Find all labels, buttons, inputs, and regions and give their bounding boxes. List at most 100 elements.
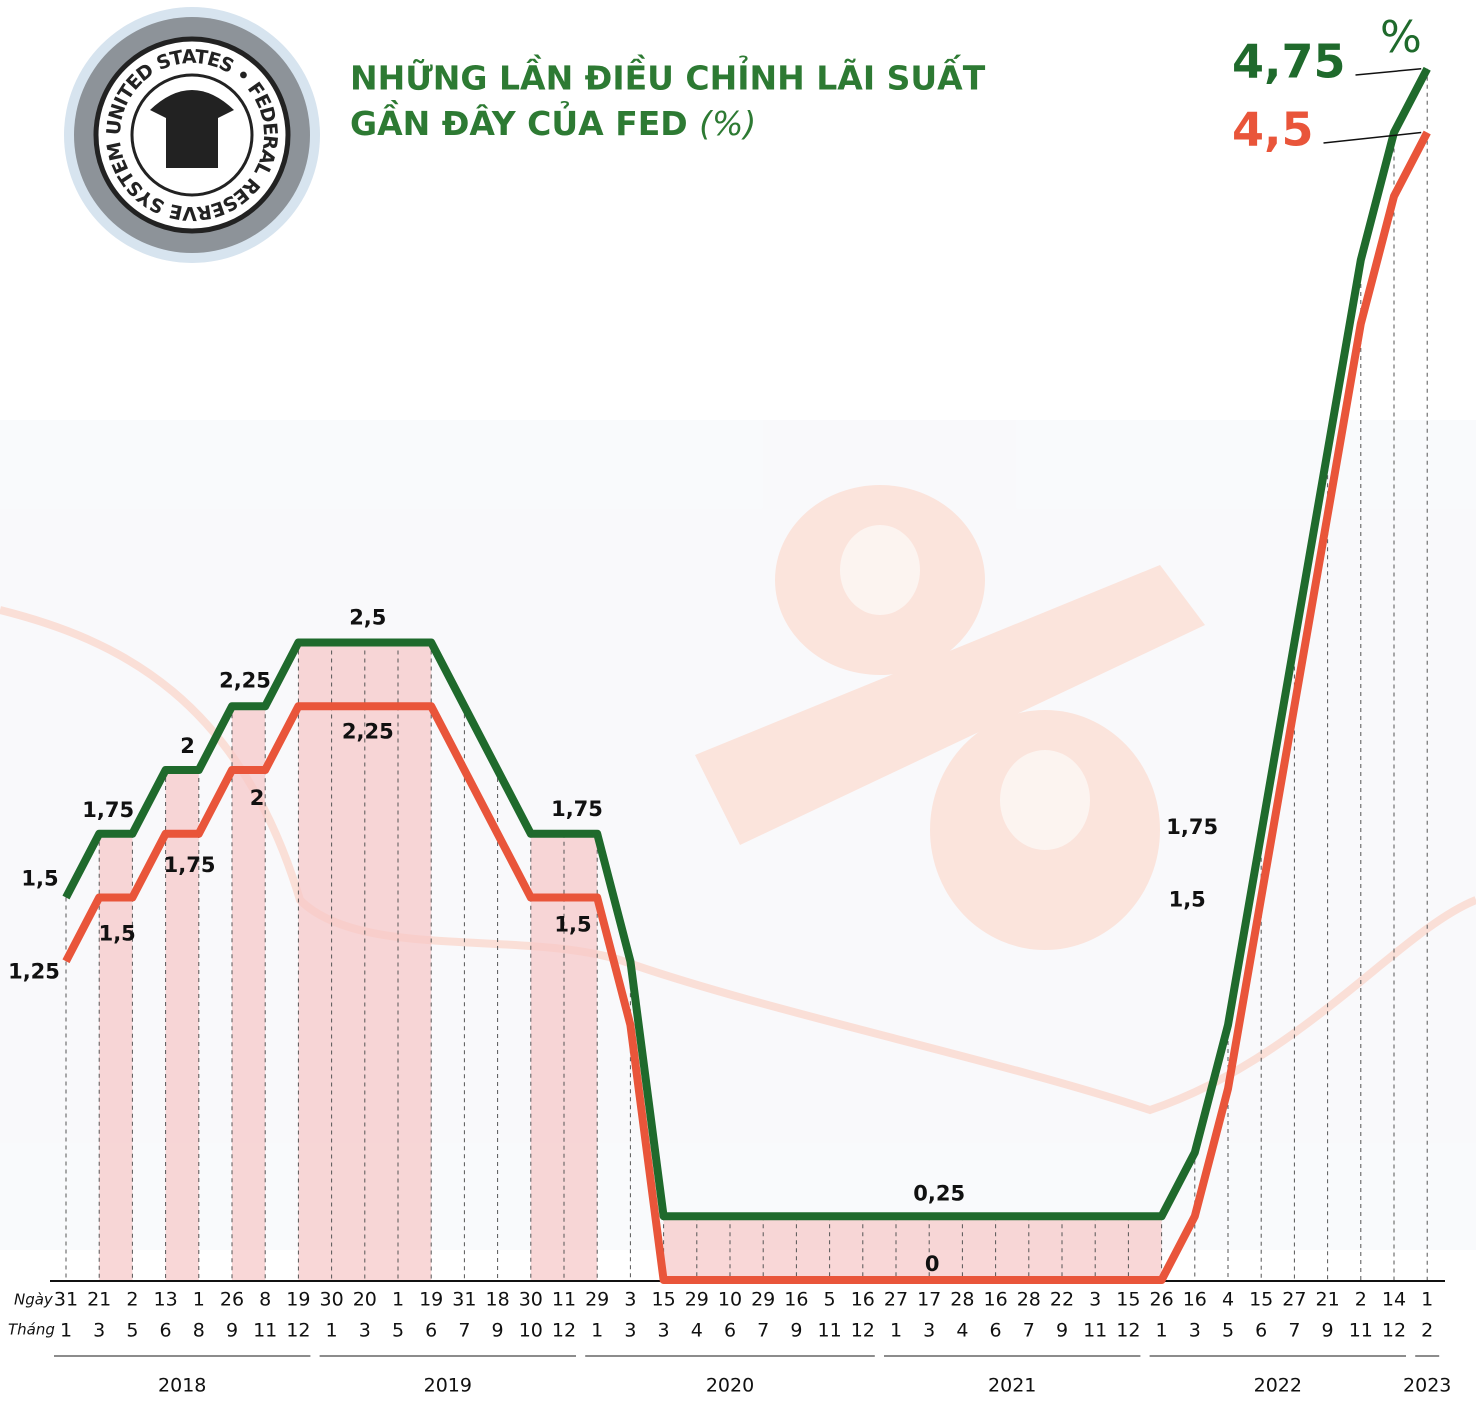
fed-logo: UNITED STATES • FEDERAL RESERVE SYSTEM •	[0, 0, 320, 263]
day-label: 31	[54, 1289, 78, 1311]
month-label: 9	[226, 1320, 238, 1342]
month-label: 6	[425, 1320, 437, 1342]
day-label: 30	[320, 1289, 344, 1311]
day-label: 16	[784, 1289, 808, 1311]
rate-line	[62, 66, 1431, 1221]
month-label: 11	[818, 1320, 842, 1342]
value-label: 1,5	[99, 922, 136, 946]
day-label: 19	[419, 1289, 443, 1311]
day-label: 31	[452, 1289, 476, 1311]
title-line2-text: GẦN ĐÂY CỦA FED	[350, 99, 688, 143]
value-label: 2	[250, 786, 265, 810]
day-label: 4	[1222, 1289, 1234, 1311]
day-label: 17	[917, 1289, 941, 1311]
day-label: 16	[1183, 1289, 1207, 1311]
background-decoration	[0, 420, 1476, 1250]
month-label: 10	[519, 1320, 543, 1342]
month-label: 9	[1056, 1320, 1068, 1342]
day-label: 13	[154, 1289, 178, 1311]
value-label: 2	[180, 734, 195, 758]
day-label: 16	[851, 1289, 875, 1311]
day-label: 27	[1282, 1289, 1306, 1311]
band	[663, 1216, 1162, 1280]
unit-label: %	[1380, 12, 1422, 63]
month-label: 11	[1083, 1320, 1107, 1342]
day-label: 5	[824, 1289, 836, 1311]
end-value-label: 4,75	[1232, 35, 1346, 89]
day-label: 1	[193, 1289, 205, 1311]
value-label: 1,5	[554, 913, 591, 937]
day-label: 20	[353, 1289, 377, 1311]
month-label: 11	[253, 1320, 277, 1342]
month-label: 11	[1349, 1320, 1373, 1342]
month-label: 3	[923, 1320, 935, 1342]
month-label: 9	[790, 1320, 802, 1342]
month-label: 9	[1322, 1320, 1334, 1342]
month-label: 3	[1189, 1320, 1201, 1342]
month-label: 12	[1382, 1320, 1406, 1342]
day-label: 10	[718, 1289, 742, 1311]
month-label: 7	[1023, 1320, 1035, 1342]
value-label: 1,75	[1166, 815, 1218, 839]
month-row-label: Tháng	[8, 1321, 55, 1339]
month-label: 5	[1222, 1320, 1234, 1342]
month-label: 2	[1421, 1320, 1433, 1342]
band	[165, 770, 199, 1280]
day-label: 30	[519, 1289, 543, 1311]
band	[99, 833, 133, 1280]
day-label: 21	[87, 1289, 111, 1311]
day-label: 8	[259, 1289, 271, 1311]
year-label: 2021	[988, 1375, 1036, 1397]
month-label: 5	[126, 1320, 138, 1342]
month-label: 7	[757, 1320, 769, 1342]
value-label: 1,75	[164, 853, 216, 877]
month-label: 3	[658, 1320, 670, 1342]
day-label: 29	[751, 1289, 775, 1311]
value-label: 1,5	[1169, 888, 1206, 912]
value-label: 2,25	[219, 668, 271, 692]
month-label: 5	[392, 1320, 404, 1342]
band	[232, 706, 266, 1280]
month-label: 12	[552, 1320, 576, 1342]
month-label: 6	[724, 1320, 736, 1342]
month-label: 1	[60, 1320, 72, 1342]
end-value-label: 4,5	[1232, 103, 1314, 157]
day-label: 28	[950, 1289, 974, 1311]
month-label: 3	[624, 1320, 636, 1342]
year-label: 2020	[706, 1375, 754, 1397]
month-label: 1	[591, 1320, 603, 1342]
month-label: 12	[851, 1320, 875, 1342]
month-label: 7	[1288, 1320, 1300, 1342]
month-label: 6	[1255, 1320, 1267, 1342]
day-label: 28	[1017, 1289, 1041, 1311]
month-label: 4	[956, 1320, 968, 1342]
day-label: 15	[1249, 1289, 1273, 1311]
day-label: 29	[585, 1289, 609, 1311]
month-label: 1	[890, 1320, 902, 1342]
value-label: 0,25	[913, 1181, 965, 1205]
month-label: 3	[93, 1320, 105, 1342]
month-label: 12	[286, 1320, 310, 1342]
month-label: 1	[1156, 1320, 1168, 1342]
month-label: 4	[691, 1320, 703, 1342]
value-label: 1,25	[8, 959, 60, 983]
value-label: 1,75	[82, 798, 134, 822]
day-label: 11	[552, 1289, 576, 1311]
plot: 3112132513618269811191230120315196317189…	[8, 35, 1451, 1397]
day-label: 2	[126, 1289, 138, 1311]
value-label: 0	[925, 1252, 940, 1276]
month-label: 12	[1116, 1320, 1140, 1342]
day-label: 2	[1355, 1289, 1367, 1311]
year-label: 2023	[1403, 1375, 1451, 1397]
end-arrow	[1355, 68, 1422, 76]
day-label: 22	[1050, 1289, 1074, 1311]
day-label: 29	[685, 1289, 709, 1311]
rate-line	[62, 130, 1431, 1284]
day-label: 19	[286, 1289, 310, 1311]
month-label: 6	[990, 1320, 1002, 1342]
day-label: 26	[220, 1289, 244, 1311]
day-label: 16	[984, 1289, 1008, 1311]
day-label: 21	[1316, 1289, 1340, 1311]
title-line2: GẦN ĐÂY CỦA FED (%)	[350, 99, 756, 143]
day-label: 1	[392, 1289, 404, 1311]
